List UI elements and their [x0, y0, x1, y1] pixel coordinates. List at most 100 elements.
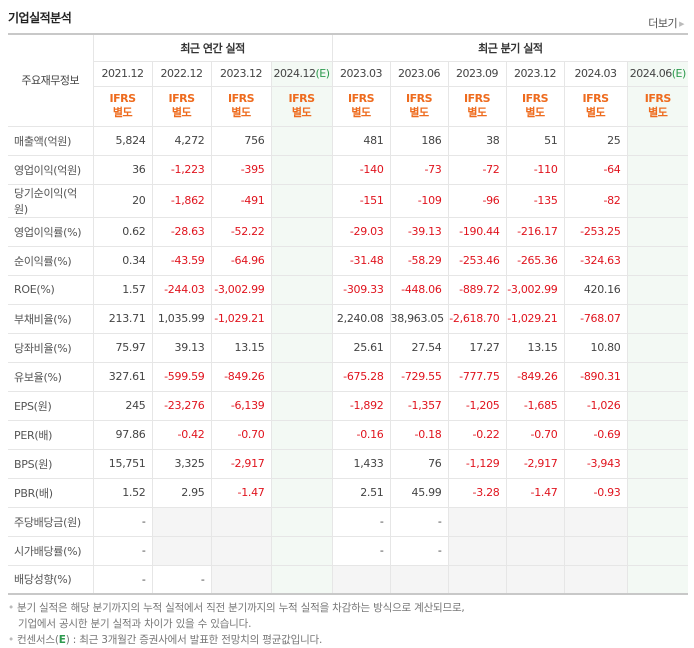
footnote-1: • 분기 실적은 해당 분기까지의 누적 실적에서 직전 분기까지의 누적 실적을…: [8, 602, 465, 614]
table-row: EPS(원) 245 -23,276 -6,139 -1,892 -1,357 -1,205…: [8, 390, 689, 421]
value-cell: [626, 245, 689, 276]
value-cell: -29.03: [331, 216, 391, 247]
value-cell: [210, 506, 272, 537]
ifrs-standalone-label: IFRS 별도: [270, 85, 333, 127]
value-cell: 38: [447, 125, 507, 156]
value-cell: 1.52: [92, 477, 153, 508]
row-label: 부채비율(%): [8, 303, 94, 334]
value-cell: 10.80: [563, 332, 628, 363]
value-cell: -1,862: [151, 183, 212, 218]
value-cell: -729.55: [389, 361, 449, 392]
value-cell: -1.47: [505, 477, 565, 508]
table-row: 당좌비율(%) 75.97 39.13 13.15 25.61 27.54 17.27 13.…: [8, 332, 689, 363]
value-cell: 213.71: [92, 303, 153, 334]
value-cell: [626, 390, 689, 421]
value-cell: [270, 448, 333, 479]
value-cell: [626, 216, 689, 247]
financial-performance-table: 주요재무정보 최근 연간 실적 최근 분기 실적 2021.12 2022.12 2…: [8, 33, 689, 595]
row-label: 시가배당률(%): [8, 535, 94, 566]
table-row: 배당성향(%) - -: [8, 564, 689, 595]
table-row: PBR(배) 1.52 2.95 -1.47 2.51 45.99 -3.28 -1.47 -0…: [8, 477, 689, 508]
value-cell: -0.70: [210, 419, 272, 450]
value-cell: [270, 390, 333, 421]
value-cell: [270, 216, 333, 247]
value-cell: -28.63: [151, 216, 212, 247]
value-cell: [270, 303, 333, 334]
value-cell: -3,943: [563, 448, 628, 479]
value-cell: [563, 564, 628, 595]
value-cell: -1,026: [563, 390, 628, 421]
value-cell: 20: [92, 183, 153, 218]
value-cell: [270, 154, 333, 185]
value-cell: 25.61: [331, 332, 391, 363]
value-cell: 2,240.08: [331, 303, 391, 334]
value-cell: [447, 535, 507, 566]
value-cell: -395: [210, 154, 272, 185]
value-cell: -39.13: [389, 216, 449, 247]
table-row: 시가배당률(%) - - -: [8, 535, 689, 566]
table-row: 매출액(억원) 5,824 4,272 756 481 186 38 51 25: [8, 125, 689, 156]
value-cell: 3,325: [151, 448, 212, 479]
ifrs-standalone-label: IFRS 별도: [505, 85, 565, 127]
value-cell: -244.03: [151, 274, 212, 305]
table-row: 영업이익률(%) 0.62 -28.63 -52.22 -29.03 -39.13 -190…: [8, 216, 689, 247]
value-cell: -0.69: [563, 419, 628, 450]
footnote-2: • 컨센서스(E) : 최근 3개월간 증권사에서 발표한 전망치의 평균값입니다…: [8, 634, 323, 646]
value-cell: -58.29: [389, 245, 449, 276]
period-header: 2023.12: [505, 60, 565, 87]
value-cell: 756: [210, 125, 272, 156]
value-cell: -3,002.99: [505, 274, 565, 305]
value-cell: -: [92, 506, 153, 537]
value-cell: 1.57: [92, 274, 153, 305]
value-cell: [151, 506, 212, 537]
value-cell: -448.06: [389, 274, 449, 305]
value-cell: -3,002.99: [210, 274, 272, 305]
value-cell: -2,618.70: [447, 303, 507, 334]
row-label: PER(배): [8, 419, 94, 450]
value-cell: [626, 361, 689, 392]
value-cell: -: [331, 535, 391, 566]
value-cell: -0.18: [389, 419, 449, 450]
value-cell: [447, 506, 507, 537]
value-cell: 0.62: [92, 216, 153, 247]
row-label: 당기순이익(억원): [8, 183, 94, 218]
value-cell: 97.86: [92, 419, 153, 450]
ifrs-standalone-label: IFRS 별도: [389, 85, 449, 127]
value-cell: [270, 361, 333, 392]
value-cell: 27.54: [389, 332, 449, 363]
value-cell: 76: [389, 448, 449, 479]
value-cell: 186: [389, 125, 449, 156]
value-cell: -309.33: [331, 274, 391, 305]
value-cell: [626, 448, 689, 479]
value-cell: -849.26: [210, 361, 272, 392]
more-link[interactable]: 더보기 ▶: [648, 15, 684, 31]
ifrs-standalone-label: IFRS 별도: [447, 85, 507, 127]
value-cell: -1.47: [210, 477, 272, 508]
value-cell: [505, 564, 565, 595]
row-label: 영업이익률(%): [8, 216, 94, 247]
value-cell: 39.13: [151, 332, 212, 363]
value-cell: -890.31: [563, 361, 628, 392]
period-header: 2021.12: [92, 60, 153, 87]
period-header: 2024.06(E): [626, 60, 689, 87]
value-cell: -1,685: [505, 390, 565, 421]
value-cell: -253.46: [447, 245, 507, 276]
value-cell: -52.22: [210, 216, 272, 247]
row-label: 당좌비율(%): [8, 332, 94, 363]
value-cell: -: [92, 535, 153, 566]
value-cell: [270, 332, 333, 363]
value-cell: -324.63: [563, 245, 628, 276]
ifrs-standalone-label: IFRS 별도: [151, 85, 212, 127]
value-cell: 75.97: [92, 332, 153, 363]
value-cell: 420.16: [563, 274, 628, 305]
value-cell: [270, 535, 333, 566]
value-cell: 4,272: [151, 125, 212, 156]
period-header: 2023.03: [331, 60, 391, 87]
value-cell: 25: [563, 125, 628, 156]
value-cell: 327.61: [92, 361, 153, 392]
value-cell: 38,963.05: [389, 303, 449, 334]
period-header: 2024.12(E): [270, 60, 333, 87]
value-cell: [270, 419, 333, 450]
value-cell: 2.51: [331, 477, 391, 508]
value-cell: 1,433: [331, 448, 391, 479]
